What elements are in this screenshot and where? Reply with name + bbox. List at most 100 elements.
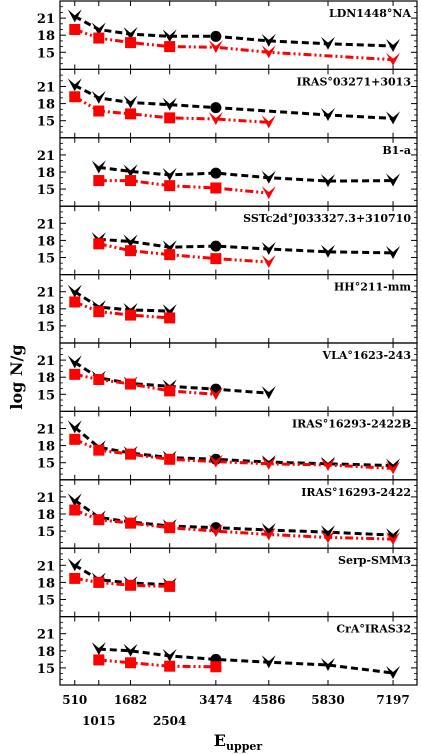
black-series-point xyxy=(320,525,335,539)
red-series-point xyxy=(261,527,276,541)
red-series-point xyxy=(210,253,222,265)
panel-6: 15 18 21 VLA°1623-243 xyxy=(37,342,418,413)
red-series-line xyxy=(74,372,216,396)
black-series-point xyxy=(123,234,138,248)
panel-title: IRAS°16293-2422 xyxy=(301,486,411,499)
red-series-point xyxy=(208,524,223,538)
panel-title: HH°211-mm xyxy=(334,281,411,294)
black-series-point xyxy=(123,27,138,41)
y-tick-label: 15 xyxy=(37,183,55,198)
black-series-point xyxy=(261,33,276,47)
red-series-point xyxy=(69,433,81,445)
black-series-point xyxy=(261,522,276,536)
black-series-point xyxy=(67,558,82,572)
red-series-point xyxy=(208,387,223,401)
red-series-point xyxy=(386,461,401,475)
panel-title: B1-a xyxy=(382,144,411,157)
panel-title: Serp-SMM3 xyxy=(338,554,411,567)
black-series-point xyxy=(386,173,401,187)
y-tick-label: 21 xyxy=(37,423,55,438)
x-tick-label: 4586 xyxy=(252,693,285,707)
panel-title: IRAS°03271+3013 xyxy=(297,75,411,88)
black-series-point xyxy=(210,240,222,252)
y-tick-label: 21 xyxy=(37,12,55,27)
red-series-point xyxy=(261,255,276,269)
y-tick-label: 15 xyxy=(37,457,55,472)
black-series-line xyxy=(74,564,170,587)
black-series-point xyxy=(386,39,401,53)
black-series-point xyxy=(261,241,276,255)
panel-title: CrA°IRAS32 xyxy=(336,623,411,636)
black-series-line xyxy=(73,290,170,313)
y-tick-label: 18 xyxy=(37,98,55,113)
y-tick-label: 21 xyxy=(37,149,55,164)
red-series-point xyxy=(261,186,276,200)
y-tick-label: 18 xyxy=(37,303,55,318)
y-tick-label: 15 xyxy=(37,252,55,267)
red-series-point xyxy=(320,530,335,544)
black-series-point xyxy=(320,456,335,470)
red-series-point xyxy=(125,175,137,187)
red-series-point xyxy=(93,576,105,588)
panel-9: 15 18 21 Serp-SMM3 xyxy=(37,547,418,618)
red-series-point xyxy=(125,579,137,591)
black-series-point xyxy=(123,302,138,316)
black-series-point xyxy=(261,655,276,669)
black-series-point xyxy=(67,9,82,23)
black-series-point xyxy=(386,245,401,259)
black-series-point xyxy=(123,95,138,109)
red-series-point xyxy=(93,654,105,666)
red-series-point xyxy=(69,572,81,584)
black-series-point xyxy=(91,642,106,656)
red-series-point xyxy=(93,306,105,318)
y-tick-label: 18 xyxy=(37,440,55,455)
x-tick-label: 2504 xyxy=(153,714,186,728)
red-series-point xyxy=(261,456,276,470)
red-series-point xyxy=(93,238,105,250)
red-series-point xyxy=(261,115,276,129)
black-series-point xyxy=(320,658,335,672)
x-tick-label: 5830 xyxy=(311,693,344,707)
y-tick-label: 15 xyxy=(37,662,55,677)
x-tick-label: 1682 xyxy=(114,693,147,707)
black-series-point xyxy=(210,167,222,179)
y-tick-label: 18 xyxy=(37,508,55,523)
red-series-point xyxy=(210,182,222,194)
black-series-point xyxy=(386,666,401,680)
red-series-point xyxy=(125,245,137,257)
y-tick-label: 18 xyxy=(37,576,55,591)
black-series-point xyxy=(320,244,335,258)
panel-2: 15 18 21 IRAS°03271+3013 xyxy=(37,68,418,139)
black-series-line xyxy=(98,165,394,183)
red-series-point xyxy=(69,296,81,308)
panel-4: 15 18 21 SSTc2d°J033327.3+310710 xyxy=(37,205,418,276)
y-tick-label: 15 xyxy=(37,115,55,130)
red-series-line xyxy=(74,28,394,62)
y-tick-label: 21 xyxy=(37,81,55,96)
y-tick-label: 15 xyxy=(37,525,55,540)
black-series-point xyxy=(67,284,82,298)
panel-title: SSTc2d°J033327.3+310710 xyxy=(243,212,411,225)
black-series-point xyxy=(123,643,138,657)
red-series-point xyxy=(164,41,176,53)
red-series-line xyxy=(98,658,216,669)
y-tick-label: 18 xyxy=(37,371,55,386)
y-tick-label: 18 xyxy=(37,234,55,249)
black-series-point xyxy=(210,102,222,114)
black-series-point xyxy=(67,493,82,507)
red-series-point xyxy=(208,40,223,54)
red-series-point xyxy=(164,180,176,192)
black-series-point xyxy=(67,355,82,369)
red-series-point xyxy=(93,105,105,117)
black-series-point xyxy=(320,108,335,121)
black-series-line xyxy=(74,15,394,48)
black-series-point xyxy=(162,648,177,662)
red-series-point xyxy=(125,517,137,529)
black-series-point xyxy=(162,240,177,254)
red-series-point xyxy=(164,312,176,324)
red-series-point xyxy=(164,453,176,465)
black-series-point xyxy=(162,167,177,181)
panel-title: LDN1448°NA xyxy=(329,7,411,20)
red-series-point xyxy=(164,112,176,124)
